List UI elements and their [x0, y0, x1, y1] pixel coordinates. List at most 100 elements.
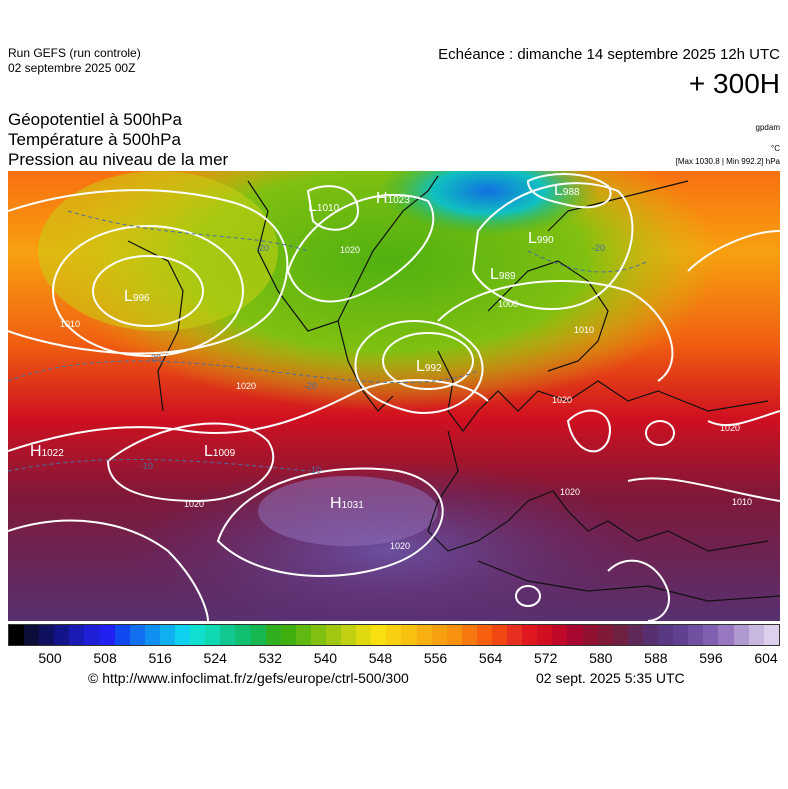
color-scale-swatch: [310, 625, 326, 645]
color-scale-swatch: [627, 625, 643, 645]
color-scale-swatch: [703, 625, 719, 645]
isobar-label: 1020: [560, 487, 580, 497]
color-scale-swatch: [597, 625, 613, 645]
temperature-label: -20: [304, 381, 317, 391]
color-scale-swatch: [537, 625, 553, 645]
color-scale-swatch: [159, 625, 176, 645]
isobar-label: 1000: [498, 299, 518, 309]
color-scale-tick: 500: [38, 650, 62, 666]
color-scale-tick: 532: [258, 650, 282, 666]
color-scale-swatch: [416, 625, 432, 645]
pressure-center-L989: L989: [490, 266, 516, 283]
color-scale-swatch: [9, 625, 25, 645]
color-scale-ticks: 500 508 516 524 532 540 548 556 564 572 580 588 596 6…: [8, 650, 780, 668]
param-temperature: Température à 500hPa: [8, 130, 181, 149]
isobar-label: 1020: [340, 245, 360, 255]
color-scale-tick: 588: [644, 650, 668, 666]
color-scale-swatch: [129, 625, 145, 645]
color-scale-swatch: [84, 625, 100, 645]
color-scale-swatch: [356, 625, 372, 645]
color-scale-tick: 596: [699, 650, 723, 666]
pressure-center-L992: L992: [416, 358, 442, 375]
color-scale-tick: 580: [589, 650, 613, 666]
forecast-valid-time: Echéance : dimanche 14 septembre 2025 12…: [438, 46, 780, 63]
color-scale-swatch: [386, 625, 402, 645]
isobar-label: 1010: [60, 319, 80, 329]
color-scale-swatch: [401, 625, 417, 645]
color-scale-swatch: [673, 625, 689, 645]
color-scale-tick: 508: [93, 650, 117, 666]
color-scale-swatch: [476, 625, 492, 645]
unit-geopotential: gpdam: [755, 123, 780, 132]
source-url: © http://www.infoclimat.fr/z/gefs/europe…: [88, 670, 409, 686]
color-scale-swatch: [748, 625, 764, 645]
temperature-label: -20: [256, 243, 269, 253]
pressure-center-L1010: L1010: [308, 198, 340, 215]
color-scale-swatch: [114, 625, 130, 645]
temperature-label: -20: [148, 353, 161, 363]
color-scale-swatch: [461, 625, 477, 645]
color-scale: [8, 624, 780, 646]
weather-map: L996 L1010 H1023 L988 L990 L989 L992 H10…: [8, 171, 780, 621]
lead-time: + 300H: [688, 68, 780, 99]
color-scale-swatch: [99, 625, 115, 645]
unit-temperature: °C: [771, 144, 780, 153]
color-scale-swatch: [69, 625, 85, 645]
color-scale-swatch: [205, 625, 221, 645]
color-scale-swatch: [325, 625, 342, 645]
color-scale-tick: 604: [754, 650, 778, 666]
isobar-label: 1020: [552, 395, 572, 405]
warm-core-atlantic: [258, 476, 438, 546]
color-scale-swatch: [642, 625, 659, 645]
pressure-center-L988: L988: [554, 182, 580, 199]
color-scale-tick: 548: [368, 650, 393, 666]
color-scale-swatch: [446, 625, 462, 645]
color-scale-tick: 540: [313, 650, 338, 666]
color-scale-swatch: [54, 625, 70, 645]
color-scale-swatch: [582, 625, 598, 645]
color-scale-swatch: [552, 625, 568, 645]
color-scale-swatch: [39, 625, 55, 645]
color-scale-swatch: [612, 625, 628, 645]
temperature-label: -20: [592, 243, 605, 253]
pressure-center-L990: L990: [528, 230, 554, 247]
isobar-label: 1020: [720, 423, 740, 433]
color-scale-swatch: [492, 625, 508, 645]
color-scale-swatch: [190, 625, 206, 645]
color-scale-swatch: [763, 625, 779, 645]
color-scale-swatch: [522, 625, 538, 645]
color-scale-swatch: [280, 625, 296, 645]
color-scale-swatch: [295, 625, 311, 645]
color-scale-swatch: [688, 625, 704, 645]
coastlines: [127, 175, 780, 602]
color-scale-swatch: [24, 625, 40, 645]
color-scale-tick: 572: [534, 650, 558, 666]
isobars: [8, 173, 780, 621]
generation-time: 02 sept. 2025 5:35 UTC: [536, 670, 685, 686]
isobar-label: 1020: [236, 381, 256, 391]
run-date: 02 septembre 2025 00Z: [8, 61, 136, 75]
yellow-band-atlantic: [38, 171, 278, 331]
pressure-center-L996: L996: [124, 288, 150, 305]
color-scale-tick: 564: [478, 650, 503, 666]
isobar-label: 1020: [390, 541, 410, 551]
color-scale-tick: 524: [203, 650, 227, 666]
color-scale-tick: 516: [148, 650, 172, 666]
color-scale-tick: 556: [423, 650, 448, 666]
color-scale-swatch: [431, 625, 447, 645]
temperature-isotherms: [8, 210, 649, 472]
pressure-center-H1023: H1023: [376, 190, 410, 207]
pressure-center-H1031: H1031: [330, 495, 364, 512]
color-scale-swatch: [718, 625, 734, 645]
param-pressure: Pression au niveau de la mer: [8, 150, 229, 169]
pressure-range: [Max 1030.8 | Min 992.2] hPa: [675, 157, 780, 166]
temperature-label: -10: [308, 465, 321, 475]
param-geopotential: Géopotentiel à 500hPa: [8, 110, 182, 129]
color-scale-swatch: [733, 625, 749, 645]
pressure-center-H1022: H1022: [30, 443, 64, 460]
color-scale-swatch: [341, 625, 357, 645]
pressure-center-L1009: L1009: [204, 443, 236, 460]
run-title: Run GEFS (run controle): [8, 46, 141, 60]
color-scale-swatch: [220, 625, 236, 645]
isobar-label: 1010: [732, 497, 752, 507]
